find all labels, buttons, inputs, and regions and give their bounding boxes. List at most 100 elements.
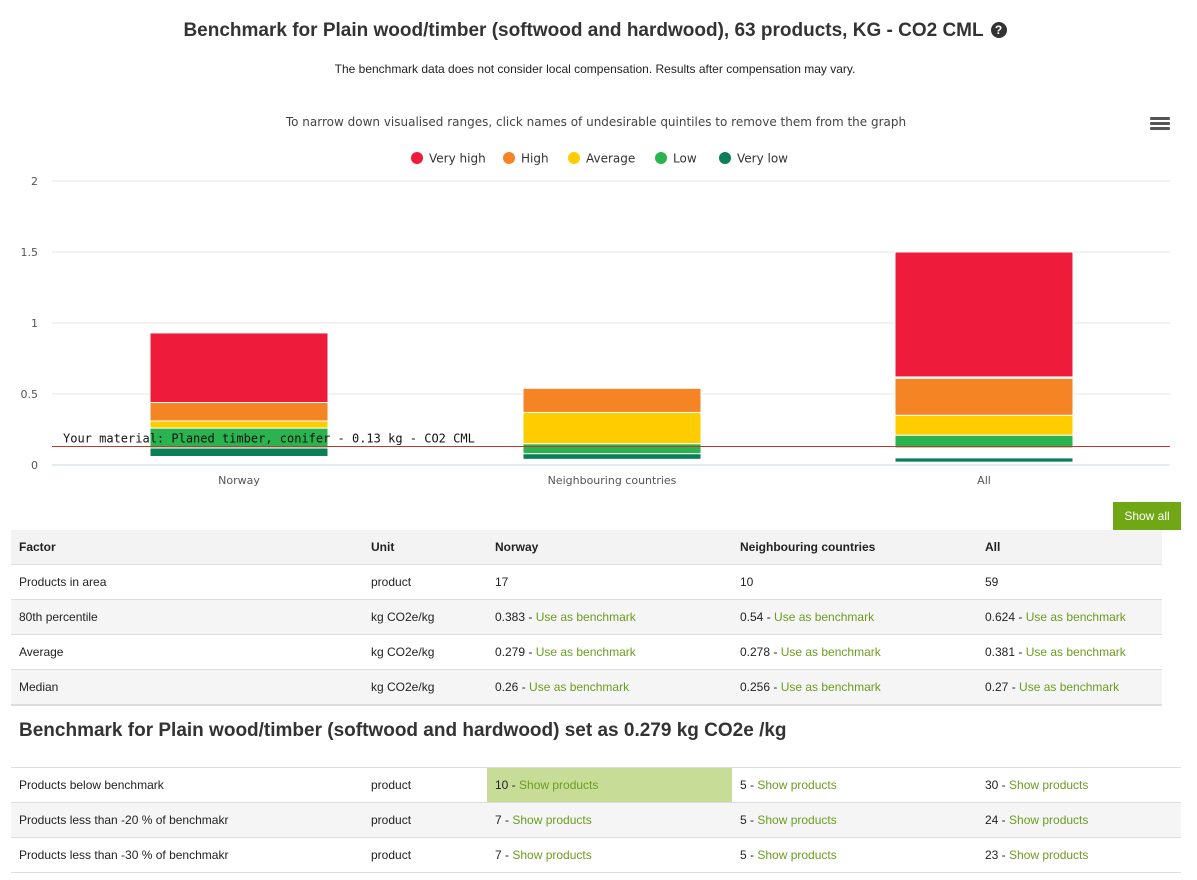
header-unit: Unit	[363, 530, 487, 565]
cell-value: 24 -	[985, 813, 1010, 827]
bar-very-high[interactable]	[894, 251, 1074, 378]
cell-value: 7 -	[495, 813, 513, 827]
show-products-link[interactable]: Show products	[757, 813, 837, 827]
cell-value: 59	[985, 575, 999, 589]
y-tick-label: 2	[31, 175, 38, 188]
y-tick-label: 1	[31, 317, 38, 330]
use-as-benchmark-link[interactable]: Use as benchmark	[529, 680, 630, 694]
y-tick-label: 0.5	[21, 388, 39, 401]
cell-value: 10	[740, 575, 754, 589]
value-cell: 5 - Show products	[732, 837, 977, 873]
legend-marker[interactable]	[568, 152, 580, 164]
legend-item-low[interactable]: Low	[673, 152, 697, 166]
legend-item-average[interactable]: Average	[586, 152, 635, 166]
show-products-link[interactable]: Show products	[519, 778, 599, 792]
show-products-link[interactable]: Show products	[757, 778, 837, 792]
value-cell: 7 - Show products	[487, 837, 732, 873]
table-row: Products less than -20 % of benchmakr pro…	[11, 802, 1181, 838]
compensation-note: The benchmark data does not consider loc…	[334, 62, 856, 76]
value-cell: 10	[732, 564, 977, 600]
bar-average[interactable]	[522, 411, 702, 445]
stats-table: Factor Unit Norway Neighbouring countrie…	[11, 530, 1162, 705]
use-as-benchmark-link[interactable]: Use as benchmark	[535, 610, 636, 624]
value-cell: 0.381 - Use as benchmark	[977, 634, 1162, 670]
x-tick-label: Neighbouring countries	[548, 474, 677, 487]
bar-average[interactable]	[149, 420, 329, 429]
use-as-benchmark-link[interactable]: Use as benchmark	[1019, 680, 1120, 694]
cell-value: 0.279 -	[495, 645, 536, 659]
factor-cell: Products less than -20 % of benchmakr	[11, 802, 363, 838]
cell-value: 0.26 -	[495, 680, 530, 694]
use-as-benchmark-link[interactable]: Use as benchmark	[774, 610, 875, 624]
value-cell: 10 - Show products	[487, 767, 732, 803]
bar-low[interactable]	[522, 443, 702, 455]
question-circle-icon[interactable]: ?	[990, 22, 1007, 38]
cell-value: 0.54 -	[740, 610, 775, 624]
legend-item-high[interactable]: High	[521, 152, 549, 166]
benchmark-chart: To narrow down visualised ranges, click …	[21, 115, 1170, 487]
cell-value: 7 -	[495, 848, 513, 862]
value-cell: 0.624 - Use as benchmark	[977, 599, 1162, 635]
use-as-benchmark-link[interactable]: Use as benchmark	[780, 680, 881, 694]
use-as-benchmark-link[interactable]: Use as benchmark	[1025, 645, 1126, 659]
show-all-button[interactable]: Show all	[1113, 502, 1181, 530]
value-cell: 0.54 - Use as benchmark	[732, 599, 977, 635]
value-cell: 24 - Show products	[977, 802, 1181, 838]
value-cell: 0.256 - Use as benchmark	[732, 669, 977, 705]
value-cell: 17	[487, 564, 732, 600]
unit-cell: product	[363, 767, 487, 803]
factor-cell: Median	[11, 669, 363, 705]
table-row: 80th percentile kg CO2e/kg 0.383 - Use as …	[11, 599, 1162, 635]
reference-line-label: Your material: Planed timber, conifer - …	[63, 432, 475, 446]
show-products-link[interactable]: Show products	[1009, 778, 1089, 792]
use-as-benchmark-link[interactable]: Use as benchmark	[1025, 610, 1126, 624]
show-products-link[interactable]: Show products	[1009, 813, 1089, 827]
x-tick-label: Norway	[218, 474, 260, 487]
legend-marker[interactable]	[503, 152, 515, 164]
bar-high[interactable]	[149, 402, 329, 422]
legend-marker[interactable]	[411, 152, 423, 164]
table-row: Products less than -30 % of benchmakr pro…	[11, 837, 1181, 873]
show-products-link[interactable]: Show products	[1009, 848, 1089, 862]
legend-item-very-high[interactable]: Very high	[429, 152, 486, 166]
bar-high[interactable]	[894, 377, 1074, 416]
factor-cell: Average	[11, 634, 363, 670]
header-neighbouring: Neighbouring countries	[732, 530, 977, 565]
hamburger-menu-icon[interactable]	[1150, 117, 1170, 133]
legend-item-very-low[interactable]: Very low	[737, 152, 788, 166]
bar-very-low[interactable]	[894, 457, 1074, 463]
value-cell: 0.27 - Use as benchmark	[977, 669, 1162, 705]
legend-marker[interactable]	[719, 152, 731, 164]
cell-value: 5 -	[740, 778, 758, 792]
value-cell: 0.383 - Use as benchmark	[487, 599, 732, 635]
bar-very-high[interactable]	[149, 332, 329, 404]
value-cell: 0.278 - Use as benchmark	[732, 634, 977, 670]
use-as-benchmark-link[interactable]: Use as benchmark	[780, 645, 881, 659]
unit-cell: product	[363, 564, 487, 600]
cell-value: 0.383 -	[495, 610, 536, 624]
cell-value: 5 -	[740, 813, 758, 827]
value-cell: 23 - Show products	[977, 837, 1181, 873]
bar-high[interactable]	[522, 387, 702, 413]
bar-very-low[interactable]	[149, 447, 329, 457]
x-tick-label: All	[977, 474, 991, 487]
cell-value: 10 -	[495, 778, 520, 792]
y-tick-label: 0	[31, 459, 38, 472]
cell-value: 5 -	[740, 848, 758, 862]
table-row: Products in area product 17 10 59	[11, 564, 1162, 600]
show-products-link[interactable]: Show products	[512, 848, 592, 862]
unit-cell: product	[363, 802, 487, 838]
y-tick-label: 1.5	[21, 246, 39, 259]
show-products-link[interactable]: Show products	[512, 813, 592, 827]
value-cell: 5 - Show products	[732, 802, 977, 838]
bar-average[interactable]	[894, 414, 1074, 436]
value-cell: 7 - Show products	[487, 802, 732, 838]
use-as-benchmark-link[interactable]: Use as benchmark	[535, 645, 636, 659]
show-products-link[interactable]: Show products	[757, 848, 837, 862]
table-row: Average kg CO2e/kg 0.279 - Use as benchmar…	[11, 634, 1162, 670]
cell-value: 17	[495, 575, 509, 589]
table-row: Products below benchmark product 10 - Show…	[11, 767, 1181, 803]
legend-marker[interactable]	[655, 152, 667, 164]
bar-very-low[interactable]	[522, 453, 702, 460]
cell-value: 23 -	[985, 848, 1010, 862]
